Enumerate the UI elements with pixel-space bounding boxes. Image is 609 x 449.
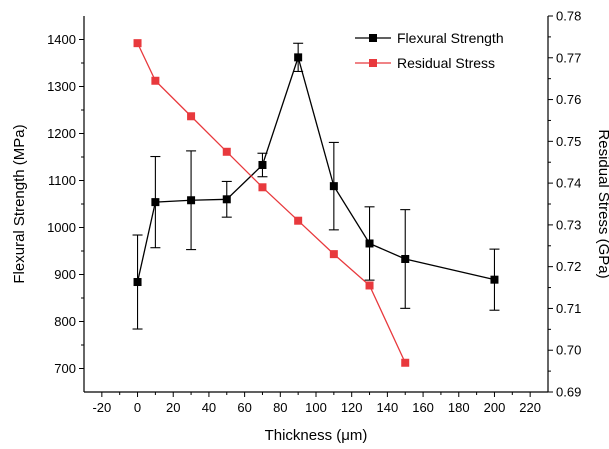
y-right-axis-title: Residual Stress (GPa) — [595, 129, 609, 278]
y-left-tick-label: 900 — [54, 267, 76, 282]
x-tick-label: 100 — [305, 400, 327, 415]
x-axis-title: Thickness (μm) — [265, 427, 368, 444]
flexural-strength-point — [401, 254, 410, 263]
x-tick-label: 200 — [484, 400, 506, 415]
residual-stress-point — [187, 112, 196, 121]
x-tick-label: 0 — [134, 400, 141, 415]
x-tick-label: 140 — [377, 400, 399, 415]
y-right-tick-label: 0.71 — [556, 301, 581, 316]
y-left-tick-label: 1200 — [47, 126, 76, 141]
residual-stress-point — [329, 250, 338, 259]
x-tick-label: 120 — [341, 400, 363, 415]
residual-stress-point — [365, 281, 374, 290]
y-right-tick-label: 0.70 — [556, 343, 581, 358]
x-tick-label: 180 — [448, 400, 470, 415]
flexural-strength-point — [187, 196, 196, 205]
y-right-tick-label: 0.69 — [556, 385, 581, 400]
residual-stress-line — [136, 42, 406, 364]
flexural-strength-point — [133, 278, 142, 287]
flexural-strength-point — [365, 239, 374, 248]
flexural-strength-line — [136, 55, 495, 283]
x-tick-label: 80 — [273, 400, 287, 415]
residual-stress-point — [151, 76, 160, 85]
flexural-strength-point — [151, 198, 160, 207]
flexural-strength-point — [222, 195, 231, 204]
y-left-tick-label: 1300 — [47, 79, 76, 94]
residual-stress-point — [401, 358, 410, 367]
y-left-tick-label: 1400 — [47, 32, 76, 47]
y-right-tick-label: 0.74 — [556, 176, 581, 191]
legend-marker-flexural-strength — [369, 34, 377, 42]
x-tick-label: 160 — [412, 400, 434, 415]
y-right-tick-label: 0.78 — [556, 9, 581, 24]
x-tick-label: 220 — [519, 400, 541, 415]
x-tick-label: 20 — [166, 400, 180, 415]
y-right-tick-label: 0.73 — [556, 217, 581, 232]
y-left-axis-title: Flexural Strength (MPa) — [11, 124, 28, 283]
residual-stress-point — [133, 39, 142, 48]
flexural-strength-point — [329, 182, 338, 191]
flexural-strength-point — [490, 275, 499, 284]
y-right-tick-label: 0.72 — [556, 259, 581, 274]
x-tick-label: 60 — [237, 400, 251, 415]
legend-label-residual-stress: Residual Stress — [397, 55, 495, 71]
y-left-tick-label: 800 — [54, 314, 76, 329]
y-left-tick-label: 1000 — [47, 220, 76, 235]
flexural-strength-point — [294, 53, 303, 62]
ticks: -20 0 20 40 60 80 100 120 140 160 180 200 220 700 800 9… — [47, 9, 581, 416]
flexural-strength-point — [258, 160, 267, 169]
legend: Flexural Strength Residual Stress — [355, 30, 504, 71]
residual-stress-point — [258, 183, 267, 192]
residual-stress-point — [294, 216, 303, 225]
y-right-tick-label: 0.76 — [556, 92, 581, 107]
series-residual-stress — [133, 39, 410, 367]
y-right-tick-label: 0.75 — [556, 134, 581, 149]
x-tick-label: 40 — [202, 400, 216, 415]
series-layer — [132, 39, 500, 367]
y-right-tick-label: 0.77 — [556, 50, 581, 65]
x-tick-label: -20 — [92, 400, 111, 415]
series-flexural-strength — [132, 42, 500, 330]
y-left-tick-label: 1100 — [48, 173, 76, 188]
legend-marker-residual-stress — [369, 59, 377, 67]
legend-label-flexural-strength: Flexural Strength — [397, 30, 504, 46]
residual-stress-point — [222, 147, 231, 156]
y-left-tick-label: 700 — [54, 361, 76, 376]
